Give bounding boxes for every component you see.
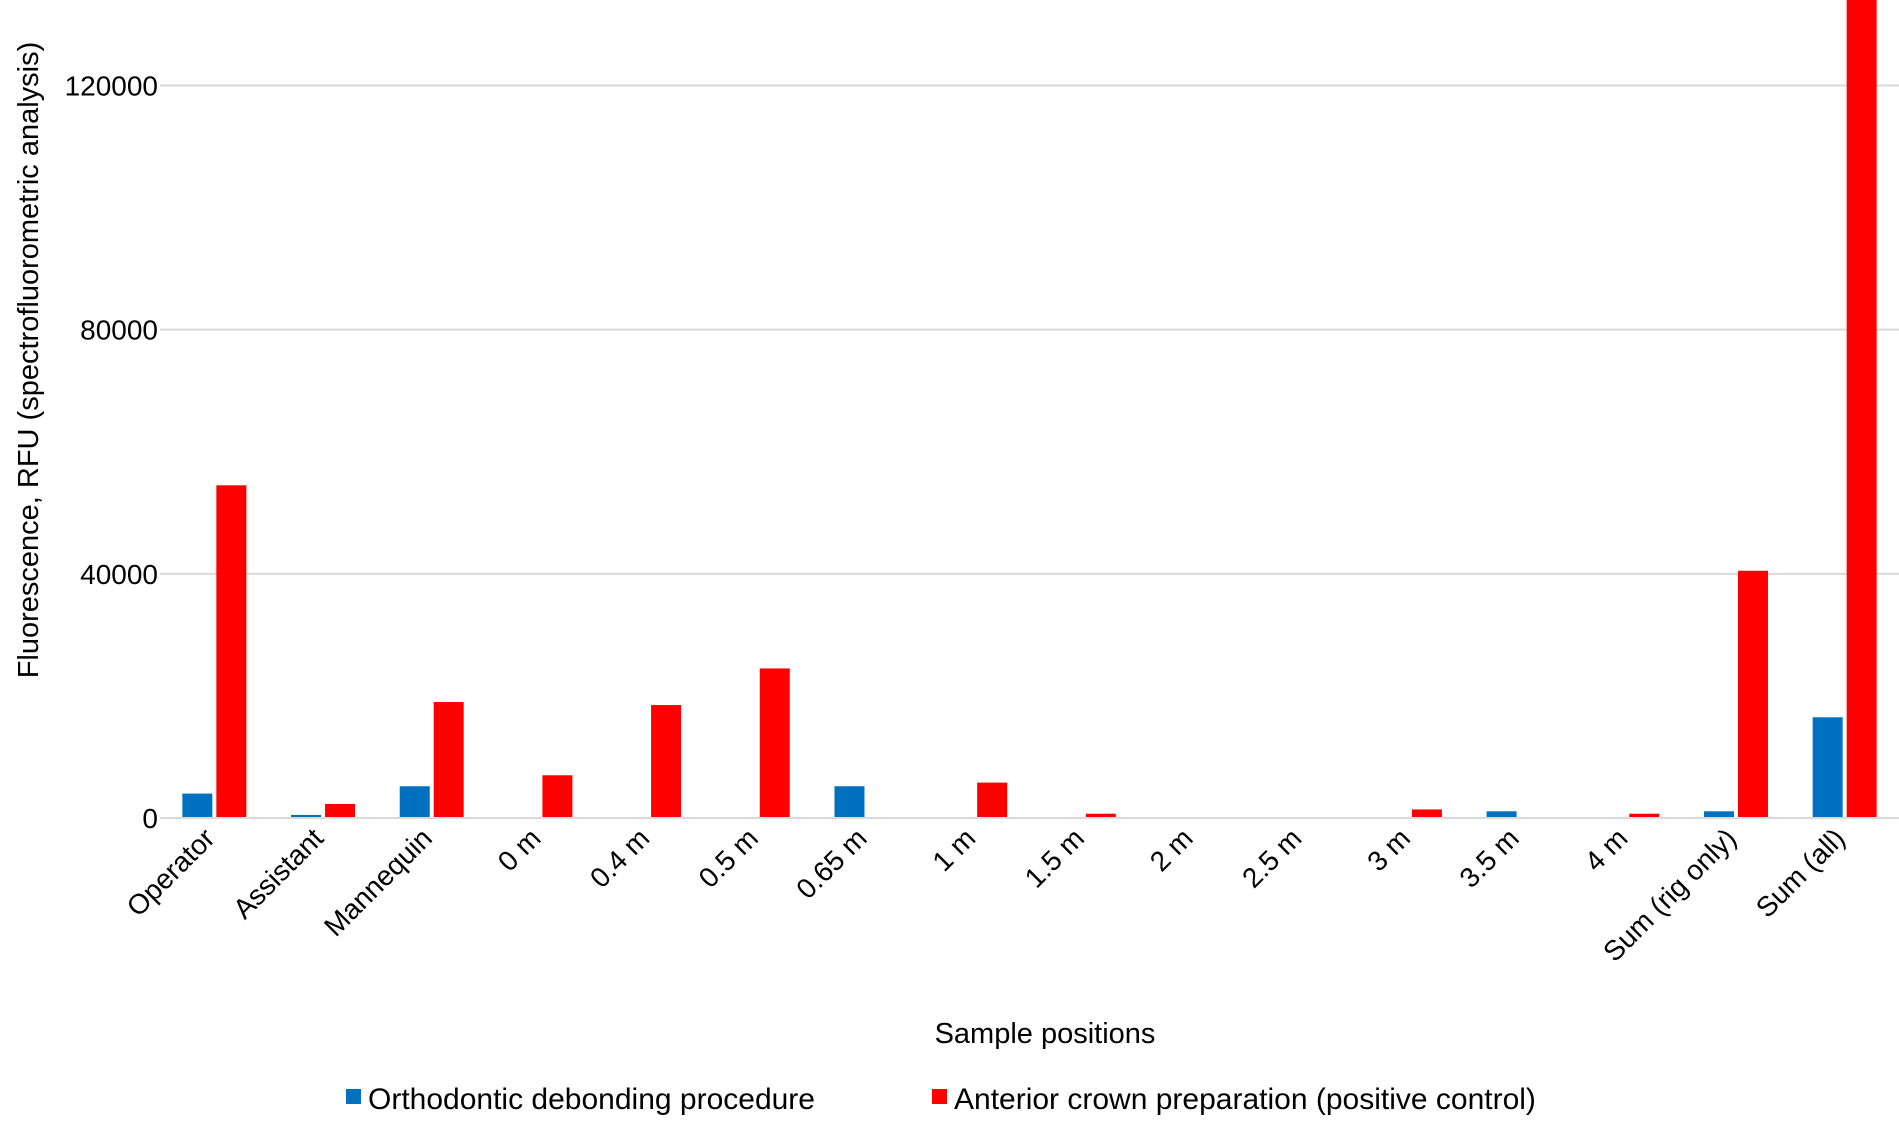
bar-anterior-crown xyxy=(977,782,1008,818)
legend-label: Orthodontic debonding procedure xyxy=(368,1083,815,1116)
bar-anterior-crown xyxy=(325,803,356,818)
bar-anterior-crown xyxy=(1737,570,1768,818)
x-tick-label: Operator xyxy=(121,822,221,922)
bar-anterior-crown xyxy=(216,485,247,818)
x-tick-label: 0.4 m xyxy=(584,822,655,893)
bar-orthodontic xyxy=(834,786,865,818)
y-tick-label: 40000 xyxy=(80,559,158,590)
x-tick-label: Sum (all) xyxy=(1750,822,1851,923)
y-tick-label: 120000 xyxy=(65,70,158,101)
y-tick-label: 80000 xyxy=(80,315,158,346)
x-tick-label: 0 m xyxy=(492,822,547,877)
x-tick-label: 2 m xyxy=(1144,822,1199,877)
y-tick-labels: 0 40000 80000 120000 xyxy=(65,70,158,834)
bar-orthodontic xyxy=(1486,811,1517,818)
x-tick-label: 2.5 m xyxy=(1236,822,1307,893)
legend: Orthodontic debonding procedure Anterior … xyxy=(346,1083,1536,1116)
x-tick-label: 3 m xyxy=(1361,822,1416,877)
y-axis-title: Fluorescence, RFU (spectrofluorometric a… xyxy=(13,42,45,679)
x-tick-label: 1.5 m xyxy=(1019,822,1090,893)
x-tick-label: Assistant xyxy=(227,822,329,924)
legend-swatch xyxy=(932,1089,947,1104)
bar-orthodontic xyxy=(291,814,322,818)
bars xyxy=(182,0,1877,819)
bar-orthodontic xyxy=(1812,717,1843,818)
bar-anterior-crown xyxy=(433,702,464,818)
legend-label: Anterior crown preparation (positive con… xyxy=(954,1083,1536,1116)
bar-orthodontic xyxy=(399,786,430,818)
x-tick-label: 1 m xyxy=(926,822,981,877)
bar-anterior-crown xyxy=(1629,813,1660,818)
x-tick-label: 0.65 m xyxy=(790,822,872,904)
x-tick-label: Mannequin xyxy=(318,822,438,942)
bar-anterior-crown xyxy=(1411,809,1442,818)
x-tick-label: 0.5 m xyxy=(693,822,764,893)
y-gridlines xyxy=(160,84,1899,575)
bar-anterior-crown xyxy=(759,668,790,818)
bar-anterior-crown xyxy=(1085,813,1116,818)
x-tick-label: 4 m xyxy=(1579,822,1634,877)
x-axis-title: Sample positions xyxy=(935,1018,1156,1050)
bar-orthodontic xyxy=(1703,811,1734,818)
bar-anterior-crown xyxy=(1846,0,1877,819)
bar-orthodontic xyxy=(182,793,213,818)
legend-swatch xyxy=(346,1089,361,1104)
bar-anterior-crown xyxy=(651,705,682,818)
x-tick-label: 3.5 m xyxy=(1453,822,1524,893)
y-tick-label: 0 xyxy=(142,803,158,834)
bar-anterior-crown xyxy=(542,775,573,818)
